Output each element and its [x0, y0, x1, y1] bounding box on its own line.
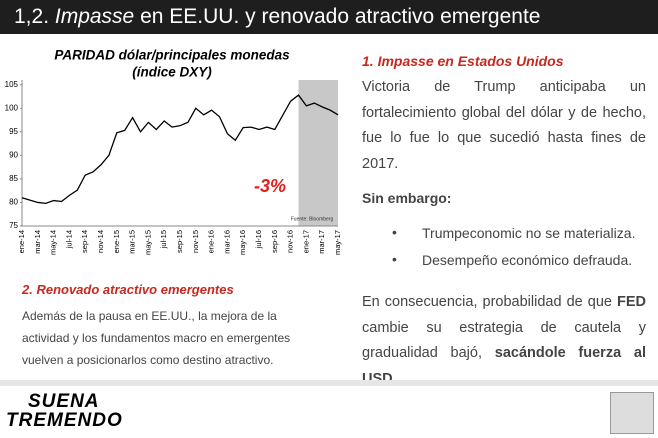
- conclusion: En consecuencia, probabilidad de que FED…: [362, 290, 646, 392]
- annotation: -3%: [254, 176, 286, 196]
- header-italic: Impasse: [54, 5, 135, 28]
- logo-line: TREMENDO: [6, 410, 123, 431]
- bullet-text: Trumpeconomic no se materializa.: [422, 225, 636, 241]
- x-tick-label: ene-16: [207, 230, 216, 253]
- x-tick-label: mar-15: [128, 230, 137, 254]
- x-tick-label: sep-16: [270, 230, 279, 253]
- left-heading: 2. Renovado atractivo emergentes: [22, 282, 234, 297]
- chart-title: PARIDAD dólar/principales monedas: [54, 48, 290, 63]
- text: cambie su estrategia de cautela y gradua…: [362, 319, 646, 362]
- header: 1,2. Impasse en EE.UU. y renovado atract…: [0, 0, 658, 34]
- y-tick-label: 95: [9, 127, 18, 136]
- x-tick-label: ene-14: [17, 230, 26, 253]
- x-tick-label: sep-14: [80, 230, 89, 253]
- header-rest: en EE.UU. y renovado atractivo emergente: [140, 5, 541, 28]
- x-tick-label: may-17: [333, 230, 342, 255]
- right-heading: 1. Impasse en Estados Unidos: [362, 53, 564, 69]
- chart-subtitle: (índice DXY): [132, 65, 212, 80]
- x-tick-label: ene-17: [301, 230, 310, 253]
- y-tick-label: 105: [5, 80, 19, 89]
- x-tick-label: mar-14: [33, 230, 42, 254]
- x-tick-label: jul-15: [159, 230, 168, 249]
- bullet-text: Desempeño económico defrauda.: [422, 252, 633, 268]
- chart: PARIDAD dólar/principales monedas (índic…: [5, 48, 342, 255]
- x-tick-label: mar-16: [222, 230, 231, 254]
- footer-rule: [0, 380, 658, 386]
- y-tick-label: 85: [9, 174, 18, 183]
- source: Fuente: Bloomberg: [291, 216, 334, 222]
- left-text: Además de la pausa en EE.UU., la mejora …: [22, 309, 291, 367]
- logo-line: SUENA: [28, 391, 100, 412]
- bullet: •: [392, 251, 397, 267]
- x-tick-label: jul-14: [64, 230, 73, 249]
- bold-text: FED: [617, 294, 646, 310]
- highlight: [298, 80, 338, 226]
- x-tick-label: nov-14: [96, 230, 105, 253]
- header-number: 1,2.: [14, 5, 50, 28]
- x-tick-label: jul-16: [254, 230, 263, 249]
- x-tick-label: may-16: [238, 230, 247, 255]
- y-tick-label: 100: [5, 103, 19, 112]
- logo: SUENA TREMENDO: [6, 392, 123, 430]
- right-text: Victoria de Trump anticipaba un fortalec…: [362, 79, 646, 172]
- x-tick-label: sep-15: [175, 230, 184, 253]
- text: En consecuencia, probabilidad de que: [362, 294, 617, 310]
- x-tick-label: ene-15: [112, 230, 121, 253]
- logo-icon: [610, 392, 654, 434]
- bullet: •: [392, 224, 397, 240]
- y-tick-label: 75: [9, 221, 18, 230]
- line: [21, 94, 339, 205]
- x-tick-label: nov-16: [286, 230, 295, 253]
- y-tick-label: 80: [9, 198, 18, 207]
- x-tick-label: mar-17: [317, 230, 326, 254]
- y-tick-label: 90: [9, 150, 18, 159]
- x-tick-label: may-14: [49, 230, 58, 255]
- x-tick-label: nov-15: [191, 230, 200, 253]
- subheading: Sin embargo:: [362, 190, 452, 206]
- x-tick-label: may-15: [143, 230, 152, 255]
